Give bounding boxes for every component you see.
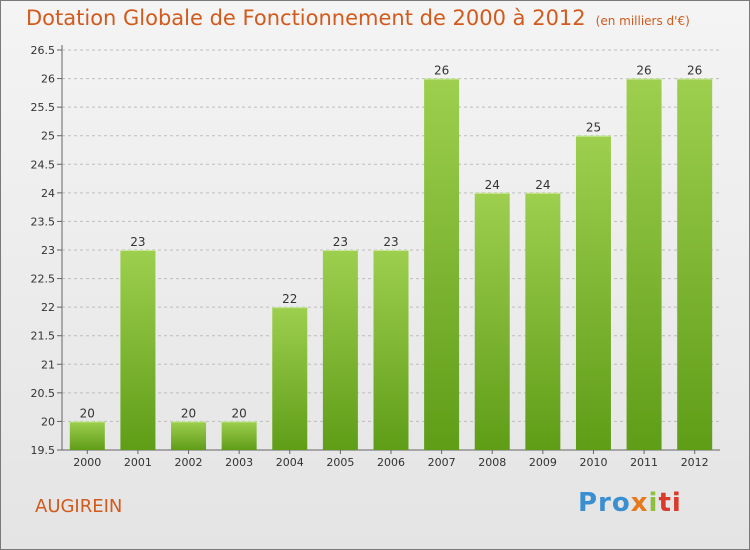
bar — [120, 250, 156, 450]
bar — [626, 78, 662, 451]
x-tick-label: 2009 — [529, 456, 557, 469]
bar — [272, 307, 308, 450]
bar — [575, 135, 611, 450]
x-tick-label: 2000 — [73, 456, 101, 469]
y-tick-label: 24.5 — [31, 158, 56, 171]
data-label: 24 — [535, 178, 550, 192]
logo-part-4: ti — [658, 488, 682, 518]
x-tick-label: 2010 — [579, 456, 607, 469]
x-tick-label: 2006 — [377, 456, 405, 469]
y-tick-label: 26.5 — [31, 44, 56, 57]
bar — [373, 250, 409, 450]
data-label: 23 — [333, 235, 348, 249]
y-tick-label: 25 — [41, 130, 55, 143]
data-label: 26 — [434, 64, 449, 78]
y-tick-label: 22.5 — [31, 273, 56, 286]
x-tick-label: 2002 — [175, 456, 203, 469]
data-label: 20 — [80, 406, 95, 420]
data-label: 26 — [636, 64, 651, 78]
labels: 19.5 20 20.5 21 21.5 22 22.5 23 23.5 24 24.5 25 25.5… — [31, 44, 709, 469]
bar — [69, 421, 105, 450]
logo-part-1: Pro — [578, 488, 631, 518]
bar — [474, 192, 510, 450]
data-label: 25 — [586, 121, 601, 135]
commune-name: AUGIREIN — [35, 496, 123, 517]
chart-title: Dotation Globale de Fonctionnement de 20… — [26, 6, 690, 30]
bar — [677, 78, 713, 451]
x-tick-label: 2011 — [630, 456, 658, 469]
proxiti-logo: Proxiti — [578, 488, 682, 518]
data-label: 22 — [282, 292, 297, 306]
x-tick-label: 2001 — [124, 456, 152, 469]
y-tick-label: 26 — [41, 73, 55, 86]
y-tick-label: 23 — [41, 244, 55, 257]
x-tick-label: 2003 — [225, 456, 253, 469]
y-tick-label: 25.5 — [31, 101, 56, 114]
y-tick-label: 20 — [41, 415, 55, 428]
data-label: 23 — [383, 235, 398, 249]
x-tick-label: 2005 — [326, 456, 354, 469]
bar — [322, 250, 358, 450]
bar — [525, 192, 561, 450]
bars — [69, 78, 713, 451]
data-label: 26 — [687, 64, 702, 78]
data-label: 24 — [485, 178, 500, 192]
logo-part-2: x — [630, 488, 649, 518]
bar — [171, 421, 207, 450]
y-tick-label: 19.5 — [31, 444, 56, 457]
title-text: Dotation Globale de Fonctionnement de 20… — [26, 6, 586, 30]
x-tick-label: 2004 — [276, 456, 304, 469]
y-tick-label: 23.5 — [31, 215, 56, 228]
x-tick-label: 2008 — [478, 456, 506, 469]
data-label: 20 — [232, 406, 247, 420]
y-tick-label: 21.5 — [31, 330, 56, 343]
y-tick-label: 24 — [41, 187, 55, 200]
chart-subtitle: (en milliers d'€) — [595, 14, 690, 28]
bar — [221, 421, 257, 450]
y-tick-label: 21 — [41, 358, 55, 371]
y-tick-label: 22 — [41, 301, 55, 314]
data-label: 23 — [130, 235, 145, 249]
data-label: 20 — [181, 406, 196, 420]
x-tick-label: 2007 — [428, 456, 456, 469]
bar — [424, 78, 460, 451]
y-tick-label: 20.5 — [31, 387, 56, 400]
logo-part-3: i — [648, 488, 659, 518]
x-tick-label: 2012 — [681, 456, 709, 469]
